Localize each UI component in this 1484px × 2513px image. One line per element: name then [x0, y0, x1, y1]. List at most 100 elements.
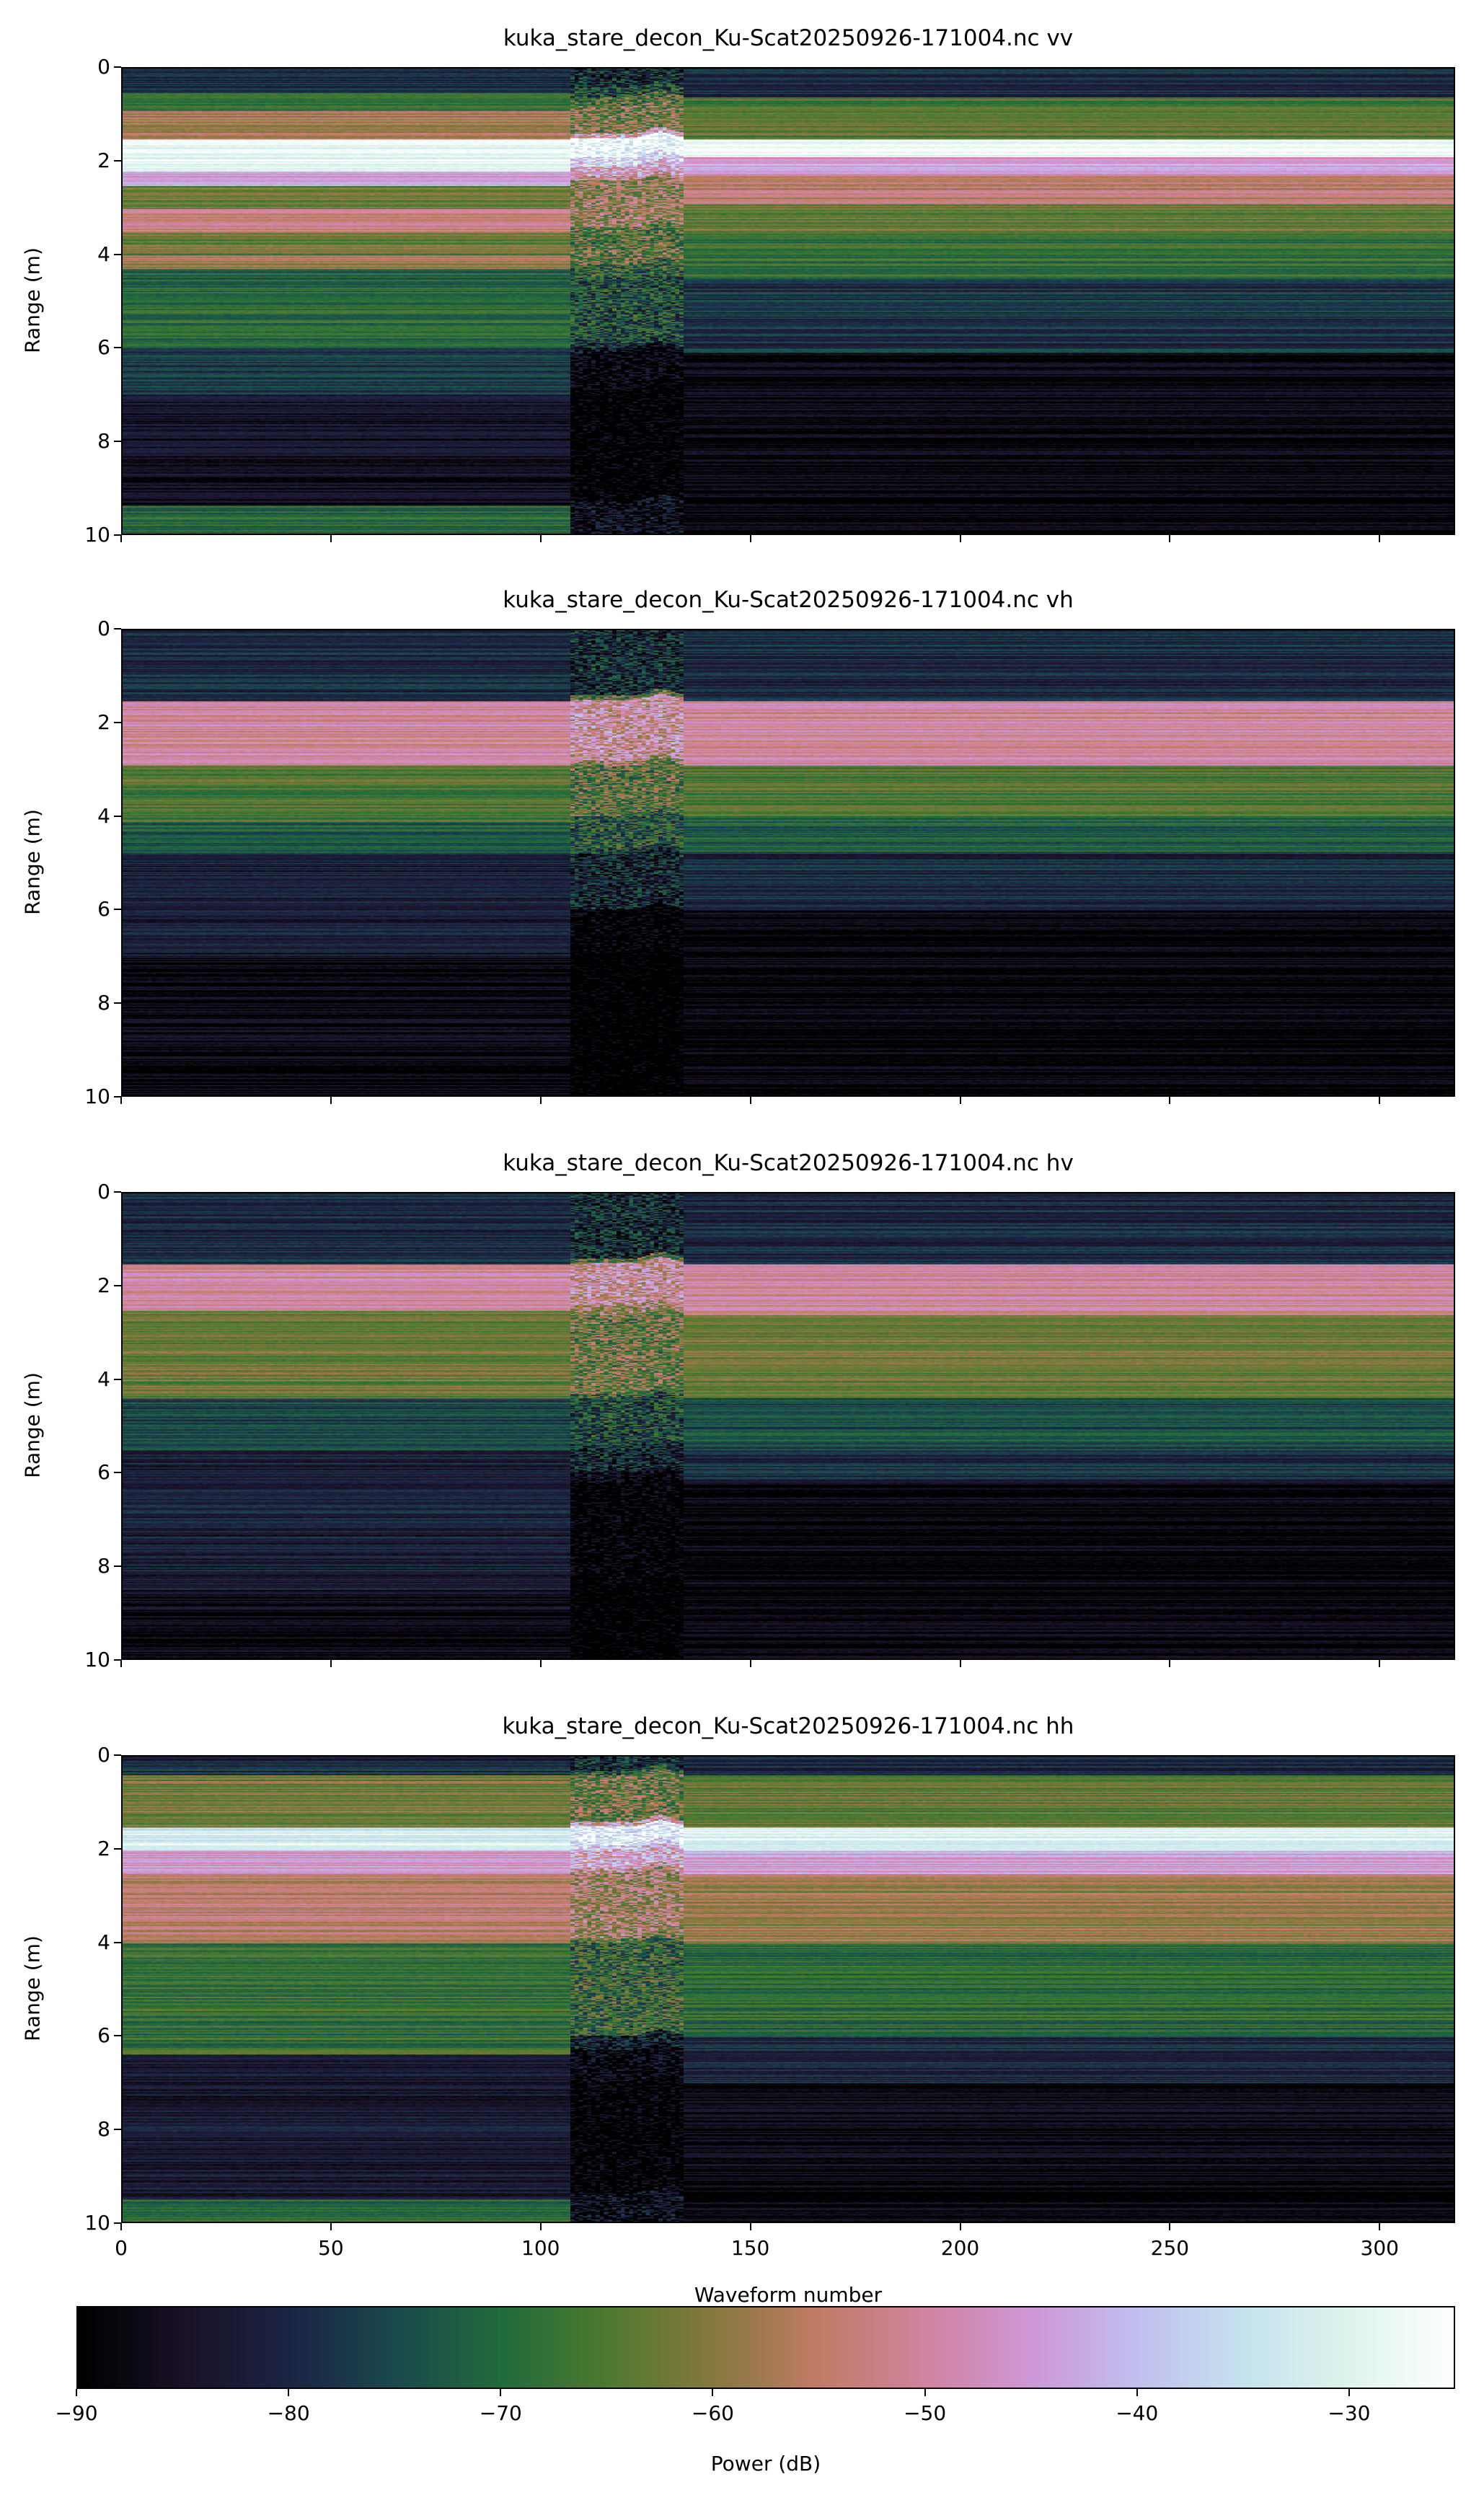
x-tick — [1379, 1097, 1381, 1104]
y-tick-label: 8 — [97, 1554, 110, 1578]
colorbar-tick-label: −90 — [55, 2401, 98, 2425]
colorbar-tick-label: −70 — [479, 2401, 522, 2425]
panel-title: kuka_stare_decon_Ku-Scat20250926-171004.… — [503, 1150, 1074, 1176]
heatmap-panel-0 — [121, 67, 1455, 535]
y-tick-label: 4 — [97, 1366, 110, 1391]
x-tick — [959, 2223, 961, 2230]
y-tick — [114, 1191, 121, 1193]
x-tick-label: 150 — [730, 2236, 770, 2260]
y-tick-label: 6 — [97, 1460, 110, 1485]
x-tick — [749, 1660, 751, 1667]
colorbar-tick — [76, 2389, 77, 2396]
colorbar-tick-label: −30 — [1328, 2401, 1371, 2425]
heatmap-panel-1 — [121, 629, 1455, 1097]
colorbar-tick — [1136, 2389, 1138, 2396]
y-tick — [114, 347, 121, 349]
y-tick-label: 6 — [97, 335, 110, 360]
y-tick — [114, 1847, 121, 1850]
x-tick — [330, 535, 332, 542]
x-tick — [120, 1660, 122, 1667]
y-tick — [114, 909, 121, 911]
heatmap-canvas — [123, 630, 1454, 1095]
colorbar-tick — [924, 2389, 926, 2396]
y-tick-label: 10 — [84, 1085, 110, 1108]
y-tick-label: 2 — [97, 1836, 110, 1860]
y-tick-label: 0 — [97, 1180, 110, 1203]
y-tick — [114, 253, 121, 255]
y-tick — [114, 721, 121, 723]
y-tick — [114, 441, 121, 443]
colorbar-label: Power (dB) — [710, 2452, 821, 2476]
y-tick-label: 6 — [97, 897, 110, 922]
colorbar-tick — [288, 2389, 290, 2396]
y-tick — [114, 2222, 121, 2224]
y-tick-label: 2 — [97, 148, 110, 172]
x-tick — [330, 1660, 332, 1667]
x-tick — [120, 1097, 122, 1104]
x-tick-label: 100 — [521, 2236, 560, 2260]
x-tick — [1169, 535, 1171, 542]
y-tick-label: 2 — [97, 1273, 110, 1297]
y-tick — [114, 1378, 121, 1380]
y-tick-label: 6 — [97, 2023, 110, 2048]
y-tick-label: 10 — [84, 1648, 110, 1671]
y-tick — [114, 159, 121, 162]
x-tick — [749, 1097, 751, 1104]
y-tick — [114, 2129, 121, 2131]
colorbar-tick — [500, 2389, 502, 2396]
x-tick-label: 200 — [940, 2236, 980, 2260]
colorbar-tick-label: −80 — [267, 2401, 310, 2425]
colorbar-tick-label: −60 — [691, 2401, 734, 2425]
y-tick — [114, 1002, 121, 1004]
x-axis-label: Waveform number — [694, 2283, 883, 2307]
y-tick-label: 4 — [97, 803, 110, 828]
x-tick — [1379, 535, 1381, 542]
y-tick-label: 2 — [97, 710, 110, 734]
y-tick-label: 8 — [97, 2117, 110, 2142]
y-tick — [114, 1096, 121, 1097]
x-tick — [539, 1660, 542, 1667]
y-tick-label: 4 — [97, 1930, 110, 1954]
x-tick — [959, 1660, 961, 1667]
heatmap-canvas — [123, 69, 1454, 534]
y-tick — [114, 815, 121, 817]
colorbar-tick-label: −50 — [904, 2401, 947, 2425]
y-tick-label: 0 — [97, 55, 110, 79]
heatmap-canvas — [123, 1193, 1454, 1659]
colorbar-tick-label: −40 — [1116, 2401, 1159, 2425]
x-tick — [749, 2223, 751, 2230]
colorbar — [76, 2306, 1455, 2389]
y-tick-label: 4 — [97, 242, 110, 266]
x-tick — [1169, 1660, 1171, 1667]
heatmap-canvas — [123, 1757, 1454, 2222]
y-tick — [114, 66, 121, 68]
y-tick-label: 10 — [84, 2211, 110, 2235]
y-tick-label: 0 — [97, 617, 110, 640]
y-tick — [114, 2035, 121, 2037]
y-tick-label: 10 — [84, 523, 110, 547]
y-axis-label: Range (m) — [20, 1935, 45, 2041]
colorbar-tick — [1348, 2389, 1350, 2396]
y-tick — [114, 1565, 121, 1568]
y-tick — [114, 1284, 121, 1286]
x-tick — [539, 1097, 542, 1104]
x-tick-label: 50 — [318, 2236, 344, 2260]
y-tick — [114, 1659, 121, 1661]
x-tick — [539, 2223, 542, 2230]
x-tick — [1169, 2223, 1171, 2230]
x-tick — [120, 535, 122, 542]
y-tick — [114, 1754, 121, 1756]
x-tick-label: 0 — [115, 2236, 128, 2260]
x-tick — [959, 1097, 961, 1104]
heatmap-panel-3 — [121, 1755, 1455, 2223]
x-tick — [330, 1097, 332, 1104]
panel-title: kuka_stare_decon_Ku-Scat20250926-171004.… — [502, 1713, 1074, 1739]
y-axis-label: Range (m) — [20, 808, 45, 915]
x-tick — [539, 535, 542, 542]
y-tick — [114, 534, 121, 536]
y-tick — [114, 628, 121, 630]
panel-title: kuka_stare_decon_Ku-Scat20250926-171004.… — [503, 587, 1074, 613]
x-tick-label: 300 — [1360, 2236, 1399, 2260]
panel-title: kuka_stare_decon_Ku-Scat20250926-171004.… — [503, 25, 1074, 51]
x-tick — [120, 2223, 122, 2230]
